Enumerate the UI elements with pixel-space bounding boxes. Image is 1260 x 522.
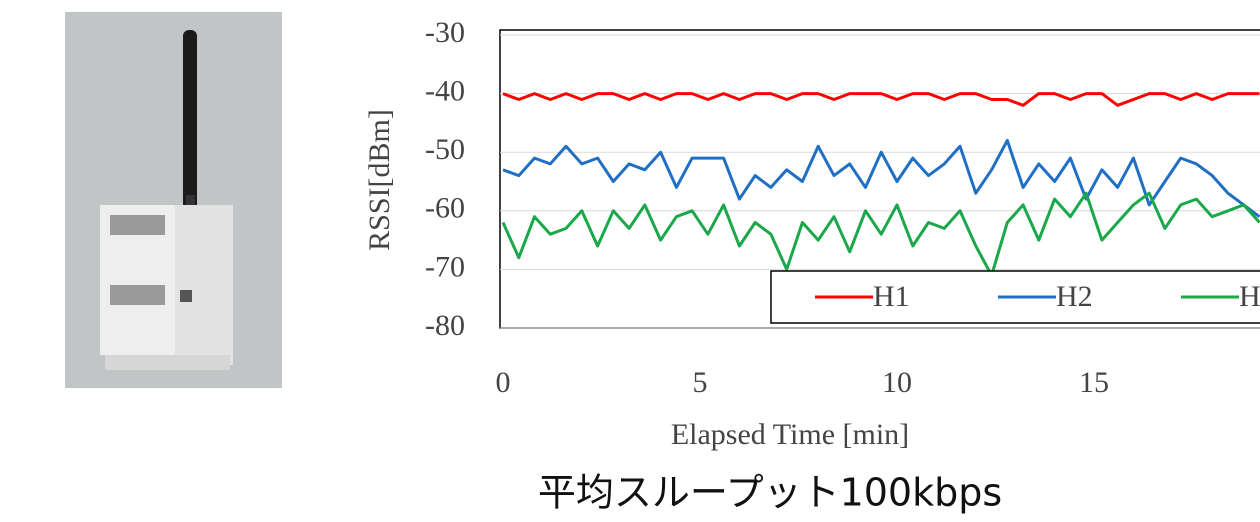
x-tick-label: 0: [496, 366, 511, 399]
legend-label: H2: [1056, 280, 1093, 313]
x-axis-label: Elapsed Time [min]: [671, 418, 909, 451]
series-line: [502, 139, 1260, 218]
y-tick-label: -80: [425, 309, 465, 342]
y-axis-label: RSSI[dBm]: [363, 109, 396, 251]
x-tick-label: 10: [882, 366, 912, 399]
y-tick-label: -30: [425, 16, 465, 49]
series-line: [501, 191, 1260, 277]
series-line: [502, 92, 1260, 107]
legend-label: H3: [1239, 280, 1260, 313]
caption: 平均スループット100kbps: [538, 471, 1002, 515]
y-tick-label: -70: [425, 250, 465, 283]
legend-label: H1: [873, 280, 910, 313]
x-tick-label: 15: [1079, 366, 1109, 399]
device-photo: [65, 12, 282, 388]
y-tick-label: -50: [425, 133, 465, 166]
x-tick-label: 5: [693, 366, 708, 399]
y-tick-label: -60: [425, 192, 465, 225]
y-tick-label: -40: [425, 74, 465, 107]
